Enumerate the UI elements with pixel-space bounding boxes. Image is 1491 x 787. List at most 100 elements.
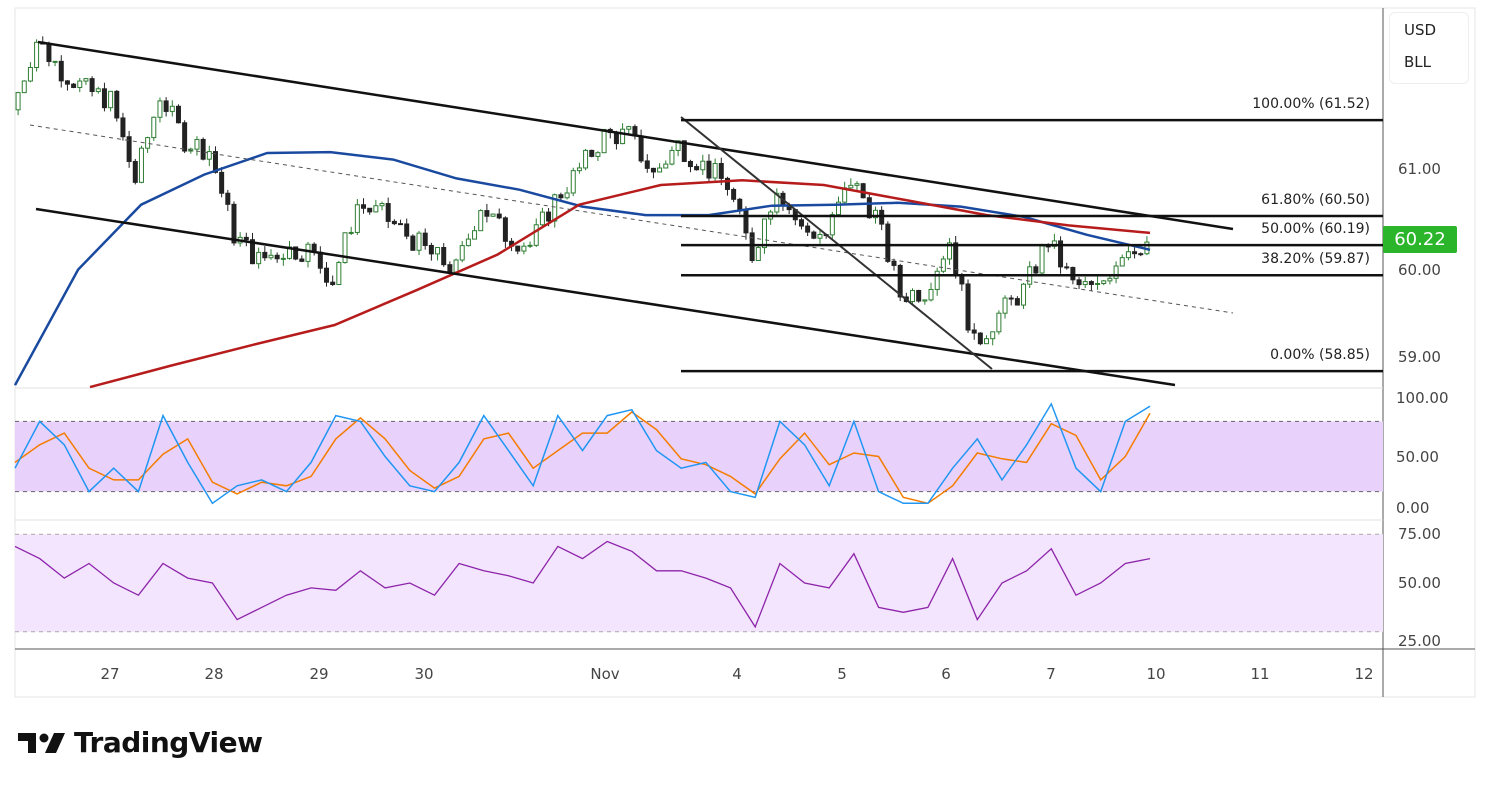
candle: [231, 203, 237, 244]
candle: [601, 128, 607, 154]
candle: [934, 270, 940, 290]
price-tick-label: 61.00: [1398, 160, 1441, 178]
channel-midline: [29, 124, 1234, 314]
candle: [650, 167, 656, 173]
candle: [916, 289, 922, 302]
candle: [305, 243, 311, 262]
candle: [866, 197, 872, 219]
candle: [34, 41, 40, 69]
candle: [835, 201, 841, 216]
candle: [1119, 257, 1125, 267]
candle: [280, 257, 286, 260]
candle: [169, 105, 175, 112]
candle: [675, 140, 681, 151]
candle: [330, 281, 336, 286]
candle: [576, 167, 582, 172]
candle: [391, 220, 397, 225]
candle: [379, 203, 385, 207]
candle: [422, 232, 428, 246]
candle: [712, 162, 718, 179]
candle: [64, 80, 70, 85]
candle: [620, 128, 626, 145]
candle: [496, 213, 502, 219]
fib-trendline: [680, 116, 993, 370]
candle: [687, 160, 693, 168]
candle: [885, 223, 891, 262]
candle: [990, 331, 996, 340]
candle: [564, 192, 570, 199]
candle: [219, 171, 225, 194]
candle: [613, 132, 619, 145]
candle: [200, 138, 206, 160]
candle: [274, 254, 280, 260]
candle: [694, 166, 700, 171]
last-price-tag: 60.22: [1383, 226, 1457, 253]
candle: [490, 213, 496, 217]
candle: [385, 203, 391, 222]
candle: [163, 100, 169, 112]
date-tick-label: 5: [837, 665, 847, 683]
date-tick-label: 12: [1354, 665, 1373, 683]
candle: [175, 105, 181, 124]
candle: [977, 332, 983, 345]
candle: [502, 217, 508, 242]
candle: [1088, 281, 1094, 285]
candle: [947, 242, 953, 260]
candle: [570, 170, 576, 194]
candle: [527, 244, 533, 247]
candle: [435, 247, 441, 255]
candle: [539, 211, 545, 226]
candle: [120, 117, 126, 138]
candle: [1101, 280, 1107, 285]
legend-currency: USD: [1404, 21, 1437, 39]
candle: [132, 160, 138, 183]
candle: [910, 289, 916, 303]
candle: [268, 254, 274, 259]
candle: [743, 208, 749, 234]
candle: [718, 162, 724, 179]
candle: [583, 149, 589, 169]
candle: [410, 235, 416, 251]
candle: [1058, 240, 1064, 268]
legend-symbol: BLL: [1404, 53, 1432, 71]
moving-average-fast: [13, 150, 1151, 386]
candle: [761, 218, 767, 249]
candle: [805, 225, 811, 233]
candle: [465, 238, 471, 247]
candle: [854, 183, 860, 186]
fib-level-label: 100.00% (61.52): [1252, 96, 1370, 112]
candle: [638, 135, 644, 162]
candle: [1021, 283, 1027, 306]
candle: [984, 338, 990, 345]
rsi-tick-label: 50.00: [1398, 574, 1441, 592]
candle: [737, 198, 743, 210]
candle: [249, 239, 255, 265]
fib-level-label: 50.00% (60.19): [1261, 221, 1370, 237]
channel-lower-trendline: [35, 207, 1176, 387]
rsi-band: [15, 534, 1383, 632]
rsi-tick-label: 25.00: [1398, 632, 1441, 650]
candle: [971, 329, 977, 334]
symbol-legend[interactable]: USD BLL: [1389, 12, 1469, 84]
candle: [114, 90, 120, 119]
stoch-band: [15, 421, 1383, 492]
candle: [71, 83, 77, 88]
tradingview-logo-icon: [18, 732, 65, 753]
candle: [533, 224, 539, 246]
tradingview-logo[interactable]: TradingView: [18, 726, 263, 759]
candle: [58, 60, 64, 82]
candle: [1082, 281, 1088, 286]
candle: [484, 210, 490, 217]
candle: [546, 211, 552, 222]
candle: [293, 246, 299, 260]
candle: [404, 223, 410, 237]
date-tick-label: 4: [732, 665, 742, 683]
candle: [755, 247, 761, 262]
candle: [724, 177, 730, 190]
candle: [299, 258, 305, 262]
candle: [447, 264, 453, 273]
candle: [706, 160, 712, 179]
candle: [940, 258, 946, 272]
candle: [922, 299, 928, 302]
